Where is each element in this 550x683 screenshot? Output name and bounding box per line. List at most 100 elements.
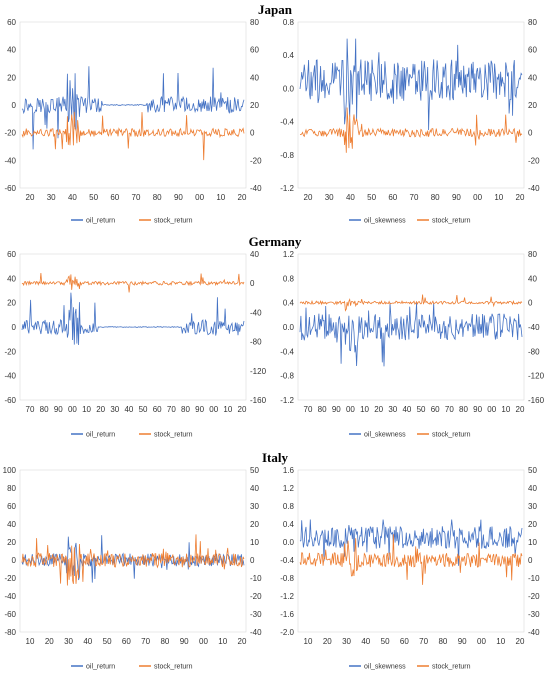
x-tick-label: 00	[199, 637, 208, 646]
left-tick-label: 80	[7, 484, 16, 493]
left-tick-label: -40	[4, 156, 16, 165]
left-tick-label: -20	[4, 129, 16, 138]
left-tick-label: 1.2	[283, 484, 295, 493]
x-tick-label: 80	[40, 405, 49, 414]
x-tick-label: 20	[304, 193, 313, 202]
right-tick-label: 10	[250, 538, 259, 547]
x-tick-label: 10	[304, 637, 313, 646]
x-tick-label: 90	[473, 405, 482, 414]
x-tick-label: 20	[45, 637, 54, 646]
right-tick-label: 30	[250, 502, 259, 511]
x-tick-label: 80	[318, 405, 327, 414]
right-tick-label: -20	[250, 156, 262, 165]
left-tick-label: -2.0	[280, 628, 294, 637]
right-tick-label: -40	[250, 308, 262, 317]
x-tick-label: 90	[332, 405, 341, 414]
x-tick-label: 90	[452, 193, 461, 202]
x-tick-label: 10	[501, 405, 510, 414]
plot-frame	[297, 469, 525, 633]
left-tick-label: 100	[3, 466, 17, 475]
panel-title-japan: Japan	[258, 2, 293, 17]
left-tick-label: 0	[12, 323, 17, 332]
legend-label: stock_return	[154, 218, 193, 225]
plot-frame	[19, 469, 247, 633]
x-tick-label: 60	[400, 637, 409, 646]
right-tick-label: 10	[528, 538, 537, 547]
left-tick-label: -40	[4, 592, 16, 601]
x-tick-label: 50	[367, 193, 376, 202]
left-tick-label: 60	[7, 18, 16, 27]
legend-label: stock_return	[154, 664, 193, 671]
left-tick-label: 0.8	[283, 18, 295, 27]
left-tick-label: -1.6	[280, 610, 294, 619]
x-tick-label: 40	[402, 405, 411, 414]
right-tick-label: 20	[528, 520, 537, 529]
x-tick-label: 90	[174, 193, 183, 202]
x-tick-label: 00	[477, 637, 486, 646]
series-line-stock-return	[299, 294, 523, 312]
x-tick-label: 30	[388, 405, 397, 414]
x-tick-label: 20	[516, 637, 525, 646]
chart-italy-right: 1.6 1.2 0.8 0.4 0.0 -0.4 -0.8 -1.2 -1.6 -2.0 50 40 3…	[280, 466, 540, 671]
legend-label: stock_return	[432, 432, 471, 439]
x-tick-label: 60	[122, 637, 131, 646]
x-tick-label: 80	[181, 405, 190, 414]
left-tick-label: 0.0	[283, 323, 295, 332]
x-tick-label: 50	[103, 637, 112, 646]
x-tick-label: 30	[110, 405, 119, 414]
right-tick-label: 0	[250, 556, 255, 565]
x-tick-label: 00	[487, 405, 496, 414]
left-tick-label: 40	[7, 46, 16, 55]
right-tick-label: -120	[250, 367, 267, 376]
right-tick-label: 80	[528, 250, 537, 259]
legend-label: oil_return	[86, 664, 115, 671]
chart-germany-right: 1.2 0.8 0.4 0.0 -0.4 -0.8 -1.2 80 40 0 -40 -80 -120 -…	[280, 250, 544, 439]
right-tick-label: -30	[250, 610, 262, 619]
right-tick-label: 30	[528, 502, 537, 511]
x-tick-label: 80	[153, 193, 162, 202]
right-tick-label: -10	[250, 574, 262, 583]
x-tick-label: 30	[47, 193, 56, 202]
right-tick-label: 80	[250, 18, 259, 27]
x-tick-label: 60	[153, 405, 162, 414]
legend-label: stock_return	[154, 432, 193, 439]
x-tick-label: 70	[419, 637, 428, 646]
x-tick-label: 40	[124, 405, 133, 414]
left-tick-label: 0	[12, 556, 17, 565]
series-line-stock-return	[21, 111, 245, 161]
series-line-stock-return	[299, 534, 523, 585]
right-tick-label: -40	[250, 184, 262, 193]
plot-frame	[297, 21, 525, 189]
left-tick-label: 1.6	[283, 466, 295, 475]
right-tick-label: 80	[528, 18, 537, 27]
left-tick-label: 0.8	[283, 274, 295, 283]
left-tick-label: -0.8	[280, 151, 294, 160]
left-tick-label: 0.8	[283, 502, 295, 511]
x-tick-label: 10	[494, 193, 503, 202]
chart-germany-left: 60 40 20 0 -20 -40 -60 40 0 -40 -80 -120 -160 70 80 90 0…	[4, 250, 266, 439]
right-tick-label: -160	[528, 396, 545, 405]
legend-label: oil_skewness	[364, 664, 406, 671]
right-tick-label: 20	[250, 520, 259, 529]
right-tick-label: 0	[528, 556, 533, 565]
right-tick-label: -20	[528, 592, 540, 601]
right-tick-label: 50	[528, 466, 537, 475]
left-tick-label: 60	[7, 502, 16, 511]
x-tick-label: 50	[89, 193, 98, 202]
right-tick-label: -20	[250, 592, 262, 601]
x-tick-label: 10	[216, 193, 225, 202]
left-tick-label: 20	[7, 73, 16, 82]
x-tick-label: 70	[304, 405, 313, 414]
left-tick-label: -60	[4, 610, 16, 619]
left-tick-label: 0.0	[283, 84, 295, 93]
charts-layer: 60 40 20 0 -20 -40 -60 80 60 40 20 0 -20 -40 20 30 40 50 6…	[3, 18, 545, 671]
plot-frame	[297, 253, 525, 401]
x-tick-label: 20	[516, 405, 525, 414]
legend-label: oil_skewness	[364, 432, 406, 439]
x-tick-label: 40	[83, 637, 92, 646]
x-tick-label: 40	[346, 193, 355, 202]
x-tick-label: 70	[132, 193, 141, 202]
x-tick-label: 10	[360, 405, 369, 414]
x-tick-label: 20	[96, 405, 105, 414]
right-tick-label: -80	[250, 338, 262, 347]
